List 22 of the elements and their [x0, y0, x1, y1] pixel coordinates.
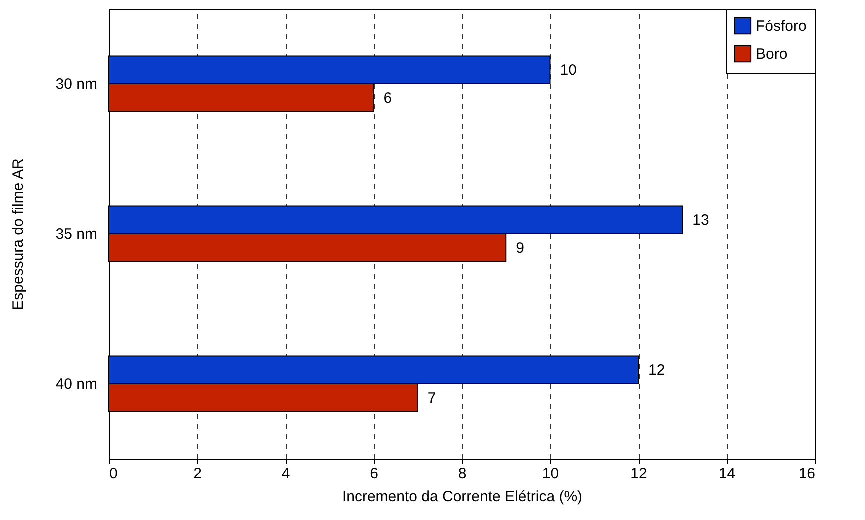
legend-label: Fósforo [756, 18, 807, 35]
data-label: 13 [692, 212, 710, 230]
x-tick-label: 10 [542, 466, 560, 482]
x-tick-label: 2 [194, 466, 202, 482]
x-tick-label: 6 [370, 466, 378, 482]
y-tick-label: 30 nm [56, 76, 98, 93]
x-tick-label: 8 [458, 466, 467, 482]
data-label: 12 [648, 362, 666, 380]
x-tick-label: 16 [798, 466, 816, 482]
legend-label: Boro [756, 46, 788, 63]
data-label: 6 [384, 90, 392, 107]
y-tick-label: 40 nm [56, 376, 98, 393]
x-tick-label: 12 [630, 466, 648, 482]
x-tick-label: 0 [110, 466, 118, 482]
x-tick-label: 4 [282, 466, 290, 482]
data-label: 9 [516, 240, 524, 257]
x-tick-label: 14 [718, 466, 736, 482]
data-label: 10 [560, 62, 577, 80]
y-tick-label: 35 nm [56, 226, 98, 243]
y-axis-title: Espessura do filme AR [10, 158, 27, 310]
data-label: 7 [428, 390, 436, 407]
x-axis-title: Incremento da Corrente Elétrica (%) [342, 488, 583, 506]
